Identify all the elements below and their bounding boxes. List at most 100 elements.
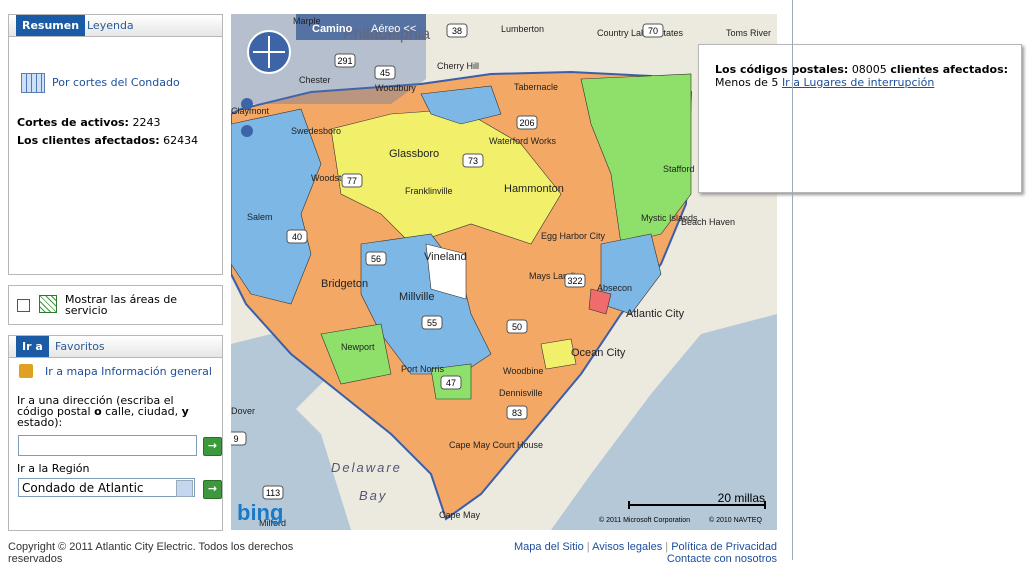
route-label: 50 bbox=[512, 322, 522, 332]
view-tab: Camino bbox=[312, 23, 353, 35]
route-shield bbox=[334, 53, 356, 68]
place-label: Claymont bbox=[231, 106, 270, 116]
goto-panel: Ir a Favoritos Ir a mapa Información gen… bbox=[8, 335, 223, 531]
table-icon bbox=[21, 73, 45, 93]
tab[interactable]: Ir a bbox=[16, 336, 49, 357]
route-shield bbox=[231, 431, 247, 446]
place-label: Bay bbox=[359, 488, 387, 503]
route-shield bbox=[446, 23, 468, 38]
value: 62434 bbox=[163, 134, 199, 147]
place-label: Stafford bbox=[663, 164, 694, 174]
route-label: 73 bbox=[468, 156, 478, 166]
route-shield bbox=[440, 375, 462, 390]
footer-link[interactable]: Avisos legales bbox=[592, 541, 663, 553]
place-label: Tabernacle bbox=[514, 82, 558, 92]
text: Ir a una dirección (escriba el código po… bbox=[17, 394, 174, 418]
route-label: 206 bbox=[519, 118, 534, 128]
zoom-out[interactable] bbox=[241, 125, 253, 137]
place-label: Chester bbox=[299, 75, 331, 85]
checkbox[interactable] bbox=[17, 299, 30, 312]
region-label: Ir a la Región bbox=[17, 462, 90, 475]
label: Cortes de activos: bbox=[17, 116, 129, 129]
place-label: Woodbury bbox=[375, 83, 416, 93]
place-label: Toms River bbox=[726, 28, 771, 38]
route-shield bbox=[374, 65, 396, 80]
divider bbox=[792, 0, 793, 560]
place-label: Milford bbox=[259, 518, 286, 528]
place-label: Bridgeton bbox=[321, 278, 368, 290]
sign-icon bbox=[19, 364, 33, 378]
region-select[interactable]: Condado de Atlantic bbox=[18, 478, 195, 497]
address-input[interactable] bbox=[18, 435, 197, 456]
place-label: Woodstown bbox=[311, 173, 358, 183]
area-icon bbox=[39, 295, 57, 313]
route-label: 322 bbox=[567, 276, 582, 286]
view-tabs-bg bbox=[296, 14, 426, 40]
footer-link[interactable]: Política de Privacidad bbox=[671, 541, 777, 553]
place-label: Beach Haven bbox=[681, 217, 735, 227]
place-label: Salem bbox=[247, 212, 273, 222]
go-button[interactable]: → bbox=[203, 480, 222, 499]
route-shield bbox=[341, 173, 363, 188]
service-area-box: Mostrar las áreas de servicio bbox=[8, 285, 223, 325]
value: 08005 bbox=[851, 63, 887, 76]
region bbox=[540, 338, 577, 370]
place-label: Ocean City bbox=[571, 347, 626, 359]
route-label: 56 bbox=[371, 254, 381, 264]
route-shield bbox=[516, 115, 538, 130]
county-link[interactable]: Por cortes del Condado bbox=[52, 76, 180, 89]
place-label: Atlantic City bbox=[626, 308, 685, 320]
footer-link[interactable]: Contacte con nosotros bbox=[666, 553, 777, 565]
place-label: Newport bbox=[341, 342, 375, 352]
place-label: Vineland bbox=[424, 251, 467, 263]
place-label: Cape May Court House bbox=[449, 440, 543, 450]
route-label: 9 bbox=[233, 434, 238, 444]
route-shield bbox=[564, 273, 586, 288]
route-label: 38 bbox=[452, 26, 462, 36]
footer-links: Mapa del Sitio | Avisos legales | Políti… bbox=[477, 541, 777, 565]
label: Los clientes afectados: bbox=[17, 134, 160, 147]
tab[interactable]: Favoritos bbox=[55, 340, 105, 353]
route-shield bbox=[262, 485, 284, 500]
zoom-in[interactable] bbox=[241, 98, 253, 110]
bay bbox=[231, 384, 351, 530]
label: Los códigos postales: bbox=[715, 63, 849, 76]
place-label: Glassboro bbox=[389, 148, 439, 160]
route-shield bbox=[642, 23, 664, 38]
place-label: Swedesboro bbox=[291, 126, 341, 136]
tab[interactable]: Resumen bbox=[16, 15, 86, 36]
place-label: Woodbine bbox=[503, 366, 543, 376]
popup: Los códigos postales: 08005 clientes afe… bbox=[698, 44, 1022, 193]
route-shield bbox=[421, 315, 443, 330]
place-label: Franklinville bbox=[405, 186, 453, 196]
tab[interactable]: Leyenda bbox=[87, 19, 134, 32]
route-label: 70 bbox=[648, 26, 658, 36]
route-label: 77 bbox=[347, 176, 357, 186]
general-map-link[interactable]: Ir a mapa Información general bbox=[45, 365, 212, 378]
text: y bbox=[181, 405, 189, 418]
place-label: Waterford Works bbox=[489, 136, 557, 146]
place-label: Cherry Hill bbox=[437, 61, 479, 71]
footer-link[interactable]: Mapa del Sitio bbox=[514, 541, 584, 553]
dropdown-arrow[interactable] bbox=[176, 480, 193, 497]
go-button[interactable]: → bbox=[203, 437, 222, 456]
map-copyright: © 2010 NAVTEQ bbox=[709, 516, 762, 524]
route-shield bbox=[365, 251, 387, 266]
place-label: Philadelphia bbox=[343, 26, 430, 43]
place-label: Marple bbox=[293, 16, 321, 26]
scale-label: 20 millas bbox=[718, 491, 765, 505]
place-label: Hammonton bbox=[504, 183, 564, 195]
place-label: Lumberton bbox=[501, 24, 544, 34]
summary-panel: Resumen Leyenda Por cortes del Condado C… bbox=[8, 14, 223, 275]
bing-logo: bing bbox=[237, 500, 283, 525]
view-tab: Aéreo << bbox=[371, 23, 416, 35]
route-label: 47 bbox=[446, 378, 456, 388]
place-label: Port Norris bbox=[401, 364, 445, 374]
route-shield bbox=[506, 405, 528, 420]
map: Marple Philadelphia Lumberton Country Lake … bbox=[231, 14, 777, 530]
scale-bar bbox=[628, 501, 766, 509]
outage-link[interactable]: Ir a Lugares de interrupción bbox=[781, 76, 935, 89]
separator: | bbox=[583, 541, 593, 553]
place-label: Absecon bbox=[597, 283, 632, 293]
